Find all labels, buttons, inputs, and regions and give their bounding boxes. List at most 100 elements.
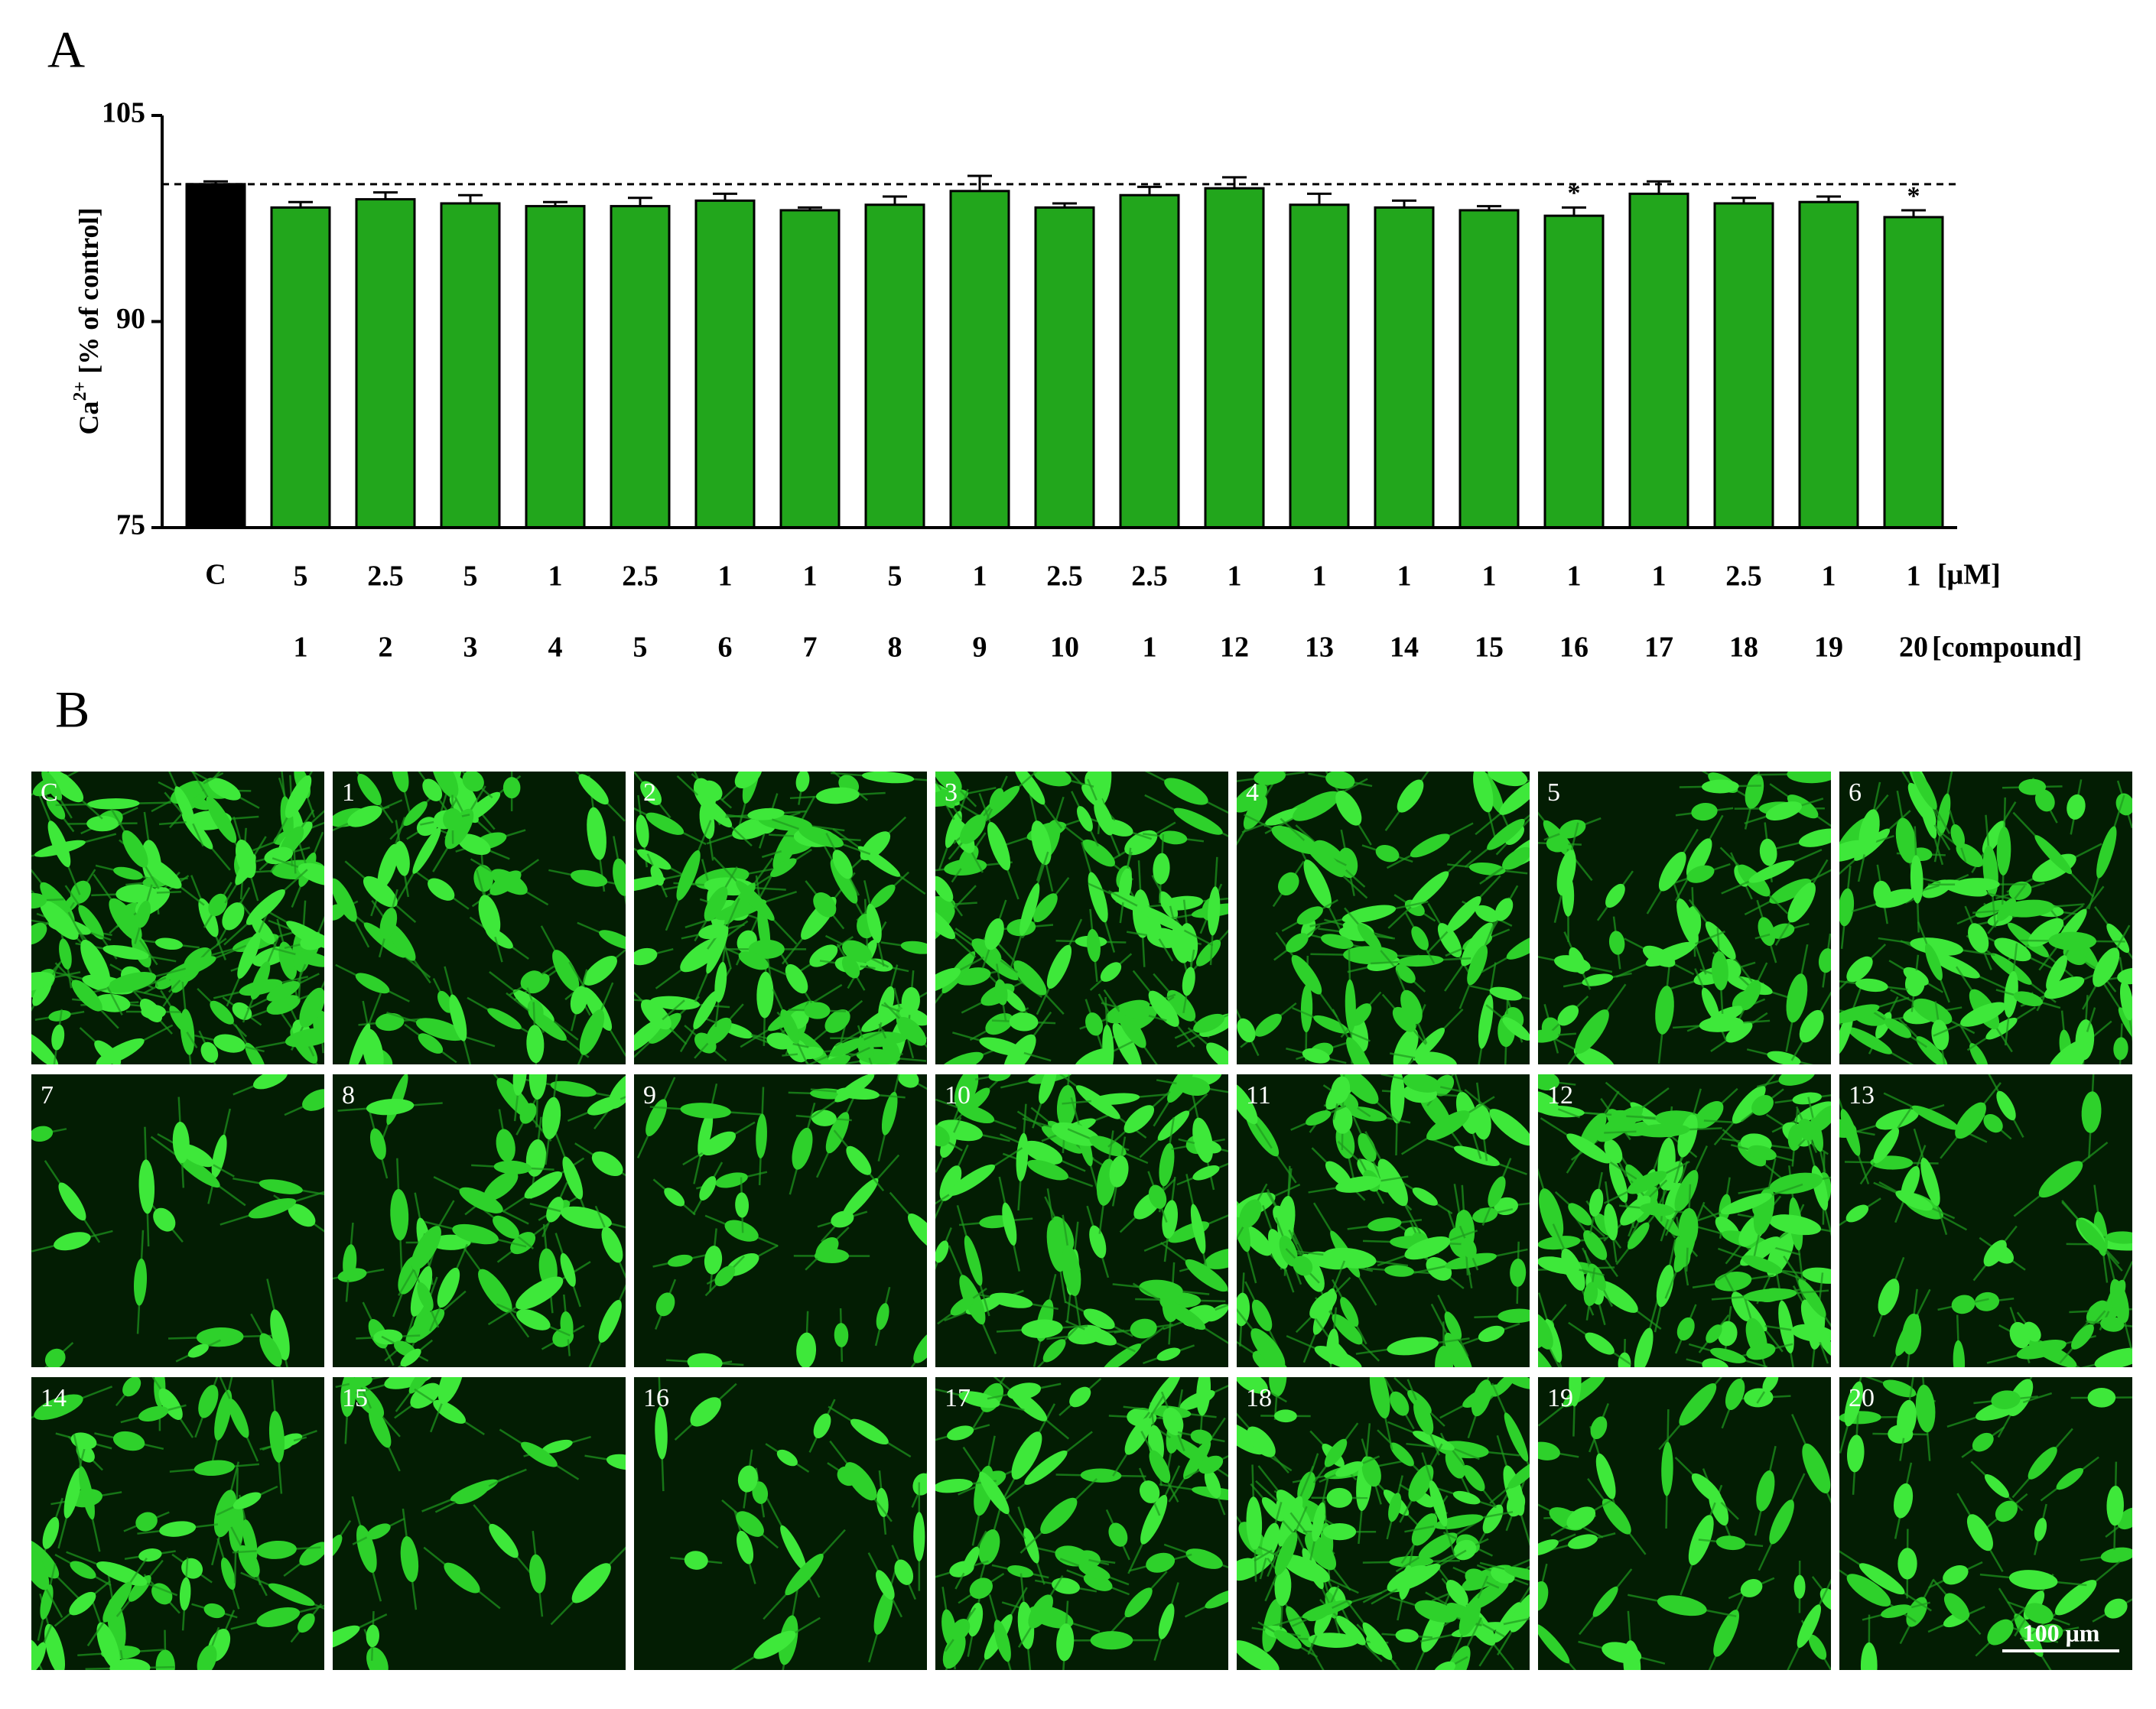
tile-label: 3 bbox=[945, 778, 958, 807]
x-tick-label: 18 bbox=[1729, 632, 1758, 664]
cell bbox=[1327, 1488, 1353, 1508]
error-bar bbox=[628, 198, 652, 206]
concentration-label: 1 bbox=[1822, 560, 1836, 593]
bar bbox=[1630, 193, 1688, 528]
bar bbox=[187, 184, 245, 528]
x-tick-label: 12 bbox=[1220, 632, 1249, 664]
concentration-label: 1 bbox=[548, 560, 563, 593]
bar bbox=[1715, 203, 1773, 528]
y-label-sup: 2+ bbox=[70, 382, 90, 401]
concentration-label: 1 bbox=[718, 560, 733, 593]
error-bar bbox=[458, 195, 483, 203]
bar bbox=[611, 206, 669, 528]
error-bar bbox=[883, 197, 907, 205]
x-tick-label: 15 bbox=[1475, 632, 1504, 664]
bar bbox=[866, 205, 924, 528]
x-tick-label: 1 bbox=[1143, 632, 1157, 664]
bar bbox=[951, 191, 1009, 528]
micrograph: 15 bbox=[287, 1328, 665, 1697]
cell bbox=[1861, 1642, 1878, 1689]
cell bbox=[913, 1512, 925, 1561]
bar bbox=[356, 200, 415, 528]
scale-bar-label: 100 μm bbox=[2023, 1619, 2100, 1646]
micrograph: 19 bbox=[1511, 1327, 1848, 1705]
micrograph: 10 bbox=[910, 1038, 1272, 1389]
bar bbox=[1800, 202, 1858, 528]
concentration-label: 2.5 bbox=[1725, 560, 1762, 593]
y-axis-label: Ca2+[% of control] bbox=[70, 208, 105, 435]
bar bbox=[272, 207, 330, 528]
micrograph: 1 bbox=[307, 730, 657, 1104]
concentration-label: 5 bbox=[888, 560, 902, 593]
tile-label: 4 bbox=[1246, 778, 1259, 807]
y-label-rest: [% of control] bbox=[73, 208, 104, 374]
tile-label: 20 bbox=[1849, 1384, 1875, 1412]
tile-label: C bbox=[41, 778, 58, 807]
cell bbox=[1955, 878, 2000, 891]
micrograph: 11 bbox=[1208, 1038, 1561, 1411]
bar bbox=[1884, 217, 1943, 528]
bar bbox=[526, 206, 584, 528]
concentration-label: 1 bbox=[1228, 560, 1242, 593]
y-tick-label: 105 bbox=[102, 97, 145, 129]
x-tick-label: 16 bbox=[1559, 632, 1589, 664]
tile-label: 11 bbox=[1246, 1081, 1271, 1110]
concentration-label: 1 bbox=[1907, 560, 1921, 593]
bar bbox=[1205, 188, 1263, 528]
tile-label: 5 bbox=[1547, 778, 1560, 807]
cell bbox=[1794, 1575, 1806, 1599]
significance-mark: * bbox=[1907, 182, 1920, 210]
x-tick-label: 14 bbox=[1390, 632, 1419, 664]
x-tick-label: C bbox=[205, 559, 226, 591]
tile-label: 8 bbox=[342, 1081, 355, 1110]
tile-label: 10 bbox=[945, 1081, 971, 1110]
micrograph: 3 bbox=[894, 729, 1272, 1101]
bar bbox=[1036, 207, 1094, 528]
row-label: [compound] bbox=[1932, 632, 2082, 664]
concentration-label: 1 bbox=[1397, 560, 1412, 593]
x-tick-label: 6 bbox=[718, 632, 733, 664]
concentration-label: 2.5 bbox=[367, 560, 404, 593]
micrograph: 20 bbox=[1813, 1354, 2155, 1705]
concentration-label: 1 bbox=[1312, 560, 1327, 593]
bar bbox=[696, 200, 754, 528]
tile-label: 6 bbox=[1849, 778, 1862, 807]
concentration-label: 1 bbox=[1482, 560, 1497, 593]
concentration-label: 2.5 bbox=[1131, 560, 1168, 593]
bar bbox=[781, 210, 839, 528]
micrograph: 13 bbox=[1807, 1066, 2156, 1408]
bar bbox=[1460, 210, 1518, 528]
x-tick-label: 9 bbox=[973, 632, 987, 664]
unit-label: [μM] bbox=[1937, 559, 2001, 591]
micrograph: 9 bbox=[634, 1058, 960, 1389]
concentration-label: 5 bbox=[294, 560, 308, 593]
panel-label: A bbox=[47, 21, 85, 79]
tile-label: 16 bbox=[643, 1384, 669, 1412]
x-tick-label: 13 bbox=[1305, 632, 1334, 664]
x-tick-label: 1 bbox=[294, 632, 308, 664]
tile-label: 18 bbox=[1246, 1384, 1272, 1412]
concentration-label: 1 bbox=[973, 560, 987, 593]
concentration-label: 2.5 bbox=[622, 560, 659, 593]
micrograph: C bbox=[0, 746, 367, 1092]
x-tick-label: 7 bbox=[803, 632, 818, 664]
concentration-label: 1 bbox=[1567, 560, 1582, 593]
bar bbox=[1545, 216, 1603, 528]
error-bar bbox=[1137, 187, 1162, 195]
error-bar bbox=[1307, 193, 1332, 204]
cell bbox=[503, 777, 521, 798]
tile-label: 9 bbox=[643, 1081, 656, 1110]
bar bbox=[1290, 205, 1348, 528]
x-tick-label: 20 bbox=[1899, 632, 1928, 664]
micrograph: 5 bbox=[1510, 753, 1868, 1083]
tile-label: 14 bbox=[41, 1384, 67, 1412]
micrograph: 17 bbox=[909, 1339, 1278, 1690]
error-bar bbox=[1562, 207, 1586, 216]
x-tick-label: 19 bbox=[1814, 632, 1843, 664]
bar bbox=[441, 203, 499, 528]
tile-label: 7 bbox=[41, 1081, 54, 1110]
x-tick-label: 2 bbox=[379, 632, 393, 664]
micrograph: 12 bbox=[1501, 1063, 1868, 1406]
x-tick-label: 8 bbox=[888, 632, 902, 664]
